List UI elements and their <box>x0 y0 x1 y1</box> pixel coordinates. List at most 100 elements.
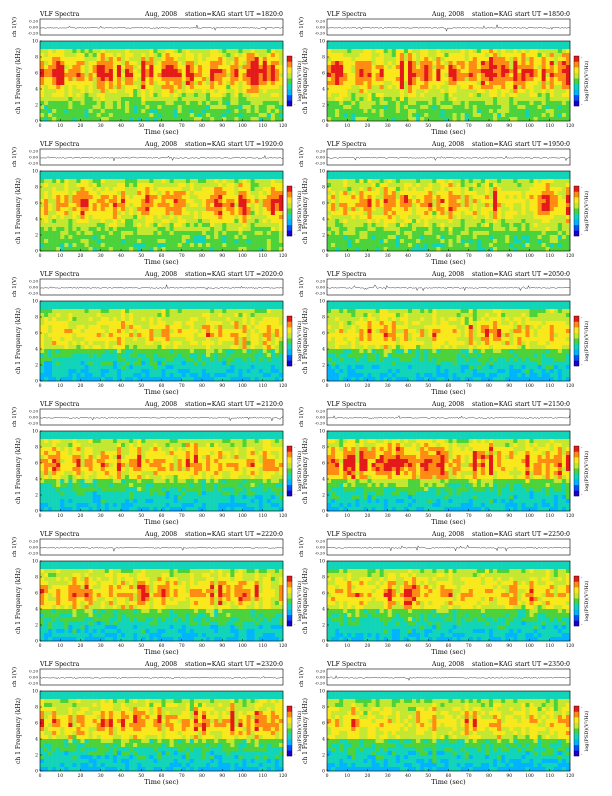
spectrogram-cell <box>457 69 461 73</box>
spectrogram-cell <box>347 211 351 215</box>
spectrogram-cell <box>275 101 279 105</box>
spectrogram-cell <box>170 57 174 61</box>
spectrogram-cell <box>162 57 166 61</box>
spectrogram-cell <box>40 207 44 211</box>
spectrogram-cell <box>222 191 226 195</box>
spectrogram-cell <box>412 85 416 89</box>
spectrogram-cell <box>170 61 174 65</box>
spectrogram-cell <box>72 101 76 105</box>
spectrogram-cell <box>56 93 60 97</box>
spectrogram-cell <box>489 57 493 61</box>
spectrogram-cell <box>190 179 194 183</box>
spectrogram-cell <box>372 183 376 187</box>
spectrogram-cell <box>145 57 149 61</box>
spectrogram-cell <box>428 195 432 199</box>
spectrogram-cell <box>481 183 485 187</box>
spectrogram-cell <box>93 227 97 231</box>
spectrogram-cell <box>251 203 255 207</box>
spectrogram-cell <box>93 81 97 85</box>
spectrogram-cell <box>162 235 166 239</box>
spectrogram-cell <box>162 81 166 85</box>
spectrogram-cell <box>461 171 465 175</box>
spectrogram-cell <box>343 101 347 105</box>
spectrogram-cell <box>194 199 198 203</box>
spectrogram-cell <box>335 69 339 73</box>
spectrogram-cell <box>428 77 432 81</box>
spectrogram-cell <box>546 81 550 85</box>
spectrogram-cell <box>380 223 384 227</box>
spectrogram-cell <box>521 109 525 113</box>
spectrogram-cell <box>117 97 121 101</box>
spectrogram-cell <box>72 85 76 89</box>
y-axis-label: ch 1 Frequency (kHz) <box>15 48 22 114</box>
spectrogram-cell <box>525 117 529 121</box>
spectrogram-cell <box>554 207 558 211</box>
spectrogram-cell <box>461 77 465 81</box>
spectrogram-cell <box>109 53 113 57</box>
spectrogram-cell <box>40 41 44 45</box>
spectrogram-cell <box>440 239 444 243</box>
spectrogram-cell <box>562 109 566 113</box>
spectrogram-cell <box>331 77 335 81</box>
spectrogram-cell <box>243 191 247 195</box>
spectrogram-cell <box>105 117 109 121</box>
spectrogram-cell <box>388 105 392 109</box>
spectrogram-cell <box>384 231 388 235</box>
spectrogram-cell <box>105 61 109 65</box>
spectrogram-cell <box>101 105 105 109</box>
spectrogram-cell <box>546 223 550 227</box>
spectrogram-cell <box>562 171 566 175</box>
spectrogram-cell <box>485 113 489 117</box>
spectrogram-cell <box>566 73 570 77</box>
spectrogram-cell <box>481 73 485 77</box>
trace-axis-label: ch 1(V) <box>11 147 18 167</box>
spectrogram-cell <box>153 211 157 215</box>
spectrogram-cell <box>392 73 396 77</box>
spectrogram-cell <box>48 101 52 105</box>
spectrogram-cell <box>218 207 222 211</box>
spectrogram-cell <box>198 175 202 179</box>
spectrogram-cell <box>513 207 517 211</box>
spectrogram-cell <box>214 187 218 191</box>
spectrogram-cell <box>355 57 359 61</box>
spectrogram-cell <box>64 175 68 179</box>
spectrogram-cell <box>259 109 263 113</box>
spectrogram-cell <box>56 215 60 219</box>
spectrogram-cell <box>259 77 263 81</box>
spectrogram-cell <box>125 223 129 227</box>
spectrogram-cell <box>93 211 97 215</box>
spectrogram-cell <box>481 89 485 93</box>
spectrogram-cell <box>408 175 412 179</box>
spectrogram-cell <box>485 179 489 183</box>
spectrogram-cell <box>186 235 190 239</box>
spectrogram-cell <box>534 69 538 73</box>
spectrogram-cell <box>396 53 400 57</box>
spectrogram-cell <box>327 49 331 53</box>
spectrogram-cell <box>521 77 525 81</box>
spectrogram-cell <box>449 199 453 203</box>
spectrogram-cell <box>481 77 485 81</box>
spectrogram-cell <box>97 57 101 61</box>
spectrogram-cell <box>359 89 363 93</box>
spectrogram-cell <box>359 109 363 113</box>
spectrogram-cell <box>174 101 178 105</box>
spectrogram-cell <box>40 211 44 215</box>
spectrogram-cell <box>157 61 161 65</box>
spectrogram-cell <box>170 73 174 77</box>
spectrogram-cell <box>335 85 339 89</box>
spectrogram-cell <box>384 191 388 195</box>
spectrogram-cell <box>153 187 157 191</box>
spectrogram-cell <box>538 105 542 109</box>
spectrogram-cell <box>153 77 157 81</box>
spectrogram-cell <box>408 235 412 239</box>
spectrogram-cell <box>513 73 517 77</box>
spectrogram-cell <box>113 247 117 251</box>
spectrogram-cell <box>230 105 234 109</box>
spectrogram-cell <box>335 179 339 183</box>
spectrogram-cell <box>129 243 133 247</box>
spectrogram-cell <box>182 239 186 243</box>
spectrogram-cell <box>497 65 501 69</box>
spectrogram-cell <box>89 211 93 215</box>
spectrogram-cell <box>501 105 505 109</box>
spectrogram-cell <box>170 97 174 101</box>
